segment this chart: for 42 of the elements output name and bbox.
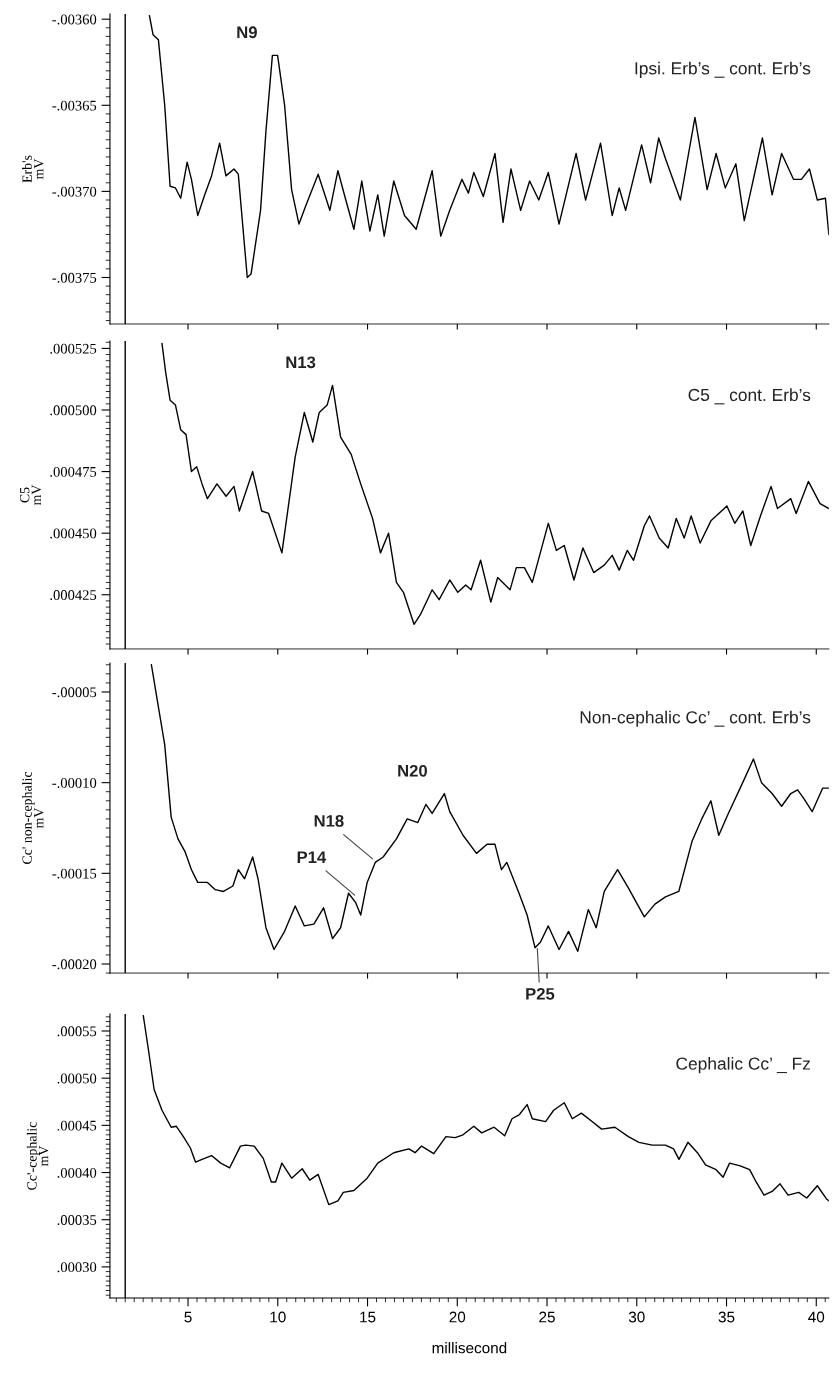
text: Ipsi. Erb’s _ cont. Erb’s — [635, 61, 811, 78]
x-tick-label: 5 — [184, 1311, 192, 1323]
y-tick-label: .00050 — [57, 1073, 97, 1084]
text: Cephalic Cc’ _ Fz — [676, 1057, 810, 1074]
annotation: N20 — [398, 764, 428, 777]
y-tick-label: -.00370 — [52, 186, 97, 197]
y-tick-label: .00040 — [57, 1167, 97, 1178]
y-axis-title: Cc' non-cephalic mV — [22, 771, 44, 864]
x-tick-label: 20 — [449, 1311, 466, 1323]
y-tick-label: -.00010 — [52, 778, 97, 788]
y-tick-label: -.00360 — [52, 14, 97, 25]
y-tick-label: .000525 — [50, 343, 97, 354]
y-tick-label: -.00365 — [52, 100, 97, 111]
y-tick-label: -.00020 — [52, 959, 97, 970]
y-tick-label: -.00375 — [52, 272, 97, 283]
y-tick-label: .00035 — [57, 1215, 97, 1225]
text: Non-cephalic Cc’ _ cont. Erb’s — [580, 710, 811, 727]
y-axis-title: Cc'-cephalic mV — [26, 1122, 49, 1190]
annotation: P25 — [526, 987, 555, 1000]
text: C5 _ cont. Erb’s — [688, 388, 811, 405]
annotation: N9 — [237, 26, 257, 39]
y-axis-title: C5 mV — [20, 484, 42, 506]
y-tick-label: .00045 — [57, 1120, 97, 1131]
y-tick-label: -.00015 — [52, 868, 97, 879]
y-tick-label: .000500 — [50, 405, 97, 416]
annotation: N18 — [314, 814, 344, 827]
y-tick-label: .00055 — [57, 1026, 97, 1037]
x-tick-label: 30 — [628, 1311, 645, 1323]
y-axis-title: Erb's mV — [22, 155, 44, 183]
y-tick-label: .00030 — [57, 1262, 97, 1273]
annotation: N13 — [286, 356, 316, 369]
x-tick-label: 25 — [539, 1311, 555, 1323]
x-tick-label: 10 — [270, 1311, 286, 1323]
y-tick-label: .000450 — [50, 528, 97, 539]
x-tick-label: 35 — [718, 1311, 735, 1323]
y-tick-label: .000475 — [50, 466, 97, 477]
x-tick-label: 40 — [808, 1311, 825, 1323]
x-axis-title: millisecond — [432, 1342, 507, 1354]
y-tick-label: -.00005 — [52, 687, 97, 698]
annotation: P14 — [297, 851, 327, 863]
y-tick-label: .000425 — [50, 590, 97, 601]
x-tick-label: 15 — [360, 1311, 376, 1323]
